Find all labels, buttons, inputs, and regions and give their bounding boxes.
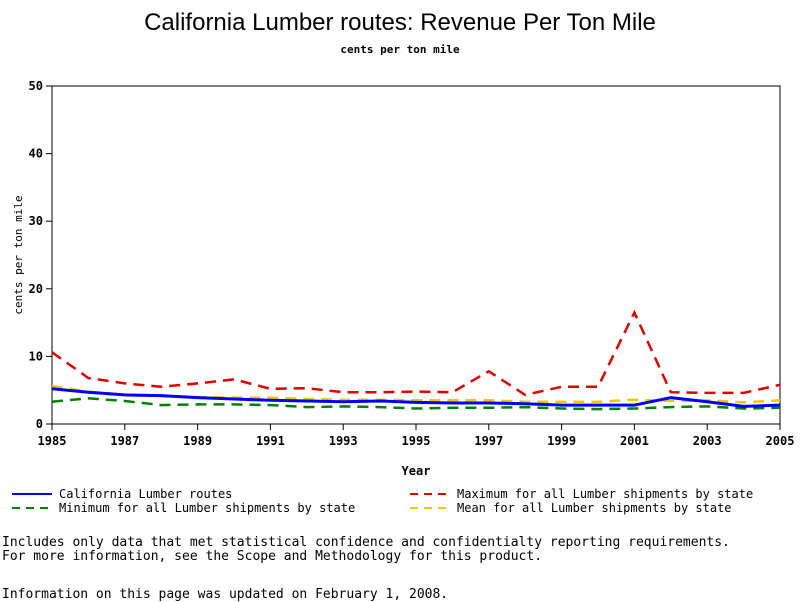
series-line-1	[51, 309, 781, 397]
y-tick-label: 40	[29, 147, 43, 161]
x-tick-label: 1993	[329, 434, 358, 448]
y-tick-label: 20	[29, 282, 43, 296]
series-line-0	[51, 387, 781, 408]
x-tick-label: 1991	[256, 434, 285, 448]
x-axis-label: Year	[402, 464, 431, 478]
note-updated: Information on this page was updated on …	[2, 587, 449, 602]
x-tick-label: 1987	[110, 434, 139, 448]
x-tick-label: 1989	[183, 434, 212, 448]
y-tick-label: 10	[29, 349, 43, 363]
legend-label-0: California Lumber routes	[59, 487, 232, 501]
y-tick-label: 0	[36, 417, 43, 431]
plot-frame	[51, 85, 781, 425]
chart-subtitle: cents per ton mile	[340, 43, 460, 56]
legend-label-2: Minimum for all Lumber shipments by stat…	[59, 501, 355, 515]
y-tick-label: 30	[29, 214, 43, 228]
x-tick-label: 1995	[402, 434, 431, 448]
x-axis-ticks: 1985 1987 1989 1991 1993 1995 1997 1999 2001 2003…	[38, 424, 795, 448]
series-line-3	[51, 384, 781, 404]
chart-title: California Lumber routes: Revenue Per To…	[144, 9, 656, 36]
x-tick-label: 2001	[620, 434, 649, 448]
x-tick-label: 1985	[38, 434, 67, 448]
x-tick-label: 1999	[547, 434, 576, 448]
y-axis-ticks: 0 10 20 30 40 50	[29, 79, 52, 431]
series-line-2	[51, 397, 781, 411]
revenue-chart: California Lumber routes: Revenue Per To…	[12, 9, 795, 515]
y-tick-label: 50	[29, 79, 43, 93]
x-tick-label: 2005	[766, 434, 795, 448]
series-lines	[51, 309, 781, 411]
x-tick-label: 1997	[474, 434, 503, 448]
y-axis-label: cents per ton mile	[12, 195, 25, 314]
x-tick-label: 2003	[693, 434, 722, 448]
note-methodology: For more information, see the Scope and …	[2, 549, 543, 564]
legend-label-1: Maximum for all Lumber shipments by stat…	[457, 487, 753, 501]
legend-label-3: Mean for all Lumber shipments by state	[457, 501, 732, 515]
note-confidence: Includes only data that met statistical …	[2, 535, 730, 550]
